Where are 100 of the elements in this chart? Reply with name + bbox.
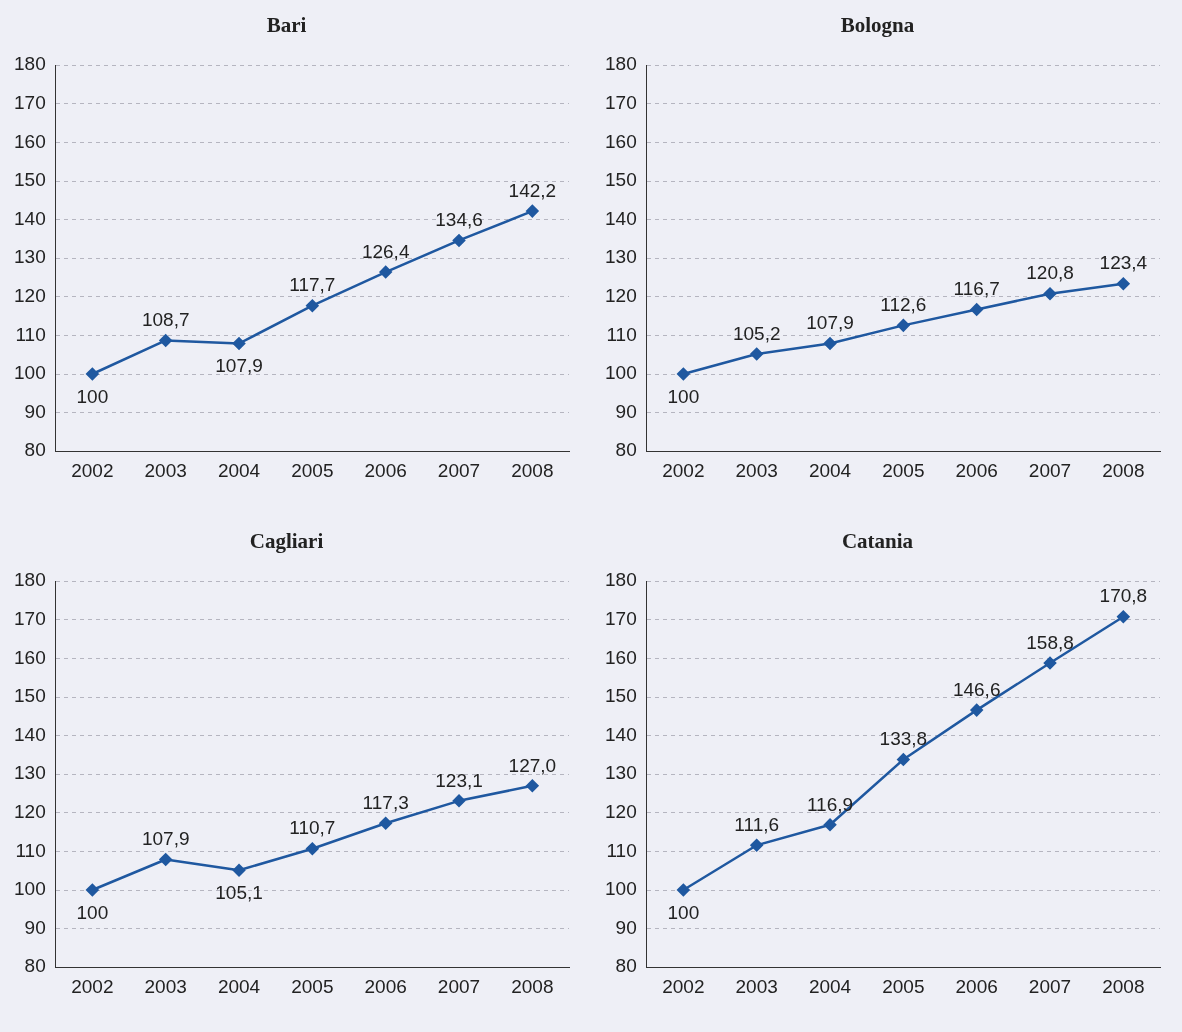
x-tick-label: 2005 <box>291 975 334 997</box>
point <box>86 367 99 381</box>
data-label: 100 <box>76 385 109 407</box>
y-tick-label: 140 <box>14 723 46 745</box>
y-tick-label: 120 <box>605 801 637 823</box>
data-label: 133,8 <box>879 728 928 750</box>
x-tick-label: 2006 <box>955 975 998 997</box>
x-tick-label: 2005 <box>882 459 925 481</box>
point <box>306 299 319 312</box>
point <box>232 337 246 350</box>
point <box>1043 287 1057 300</box>
y-tick-label: 110 <box>15 839 46 861</box>
data-label: 100 <box>76 901 109 923</box>
data-label: 142,2 <box>508 179 557 201</box>
y-tick-label: 150 <box>14 169 46 191</box>
data-label: 146,6 <box>952 678 1001 700</box>
y-tick-label: 90 <box>615 400 637 422</box>
x-tick-label: 2007 <box>437 459 481 481</box>
x-tick-label: 2007 <box>1028 459 1072 481</box>
x-tick-label: 2002 <box>662 459 705 481</box>
y-tick-label: 80 <box>615 955 637 977</box>
data-label: 123,4 <box>1099 252 1148 274</box>
y-tick-label: 130 <box>14 762 46 784</box>
point <box>232 864 246 877</box>
data-label: 170,8 <box>1099 585 1148 607</box>
y-tick-label: 80 <box>615 439 637 461</box>
y-tick-label: 100 <box>14 362 46 384</box>
point <box>677 883 690 897</box>
y-tick-label: 170 <box>14 608 46 630</box>
x-tick-label: 2006 <box>955 459 998 481</box>
x-tick-label: 2006 <box>364 459 407 481</box>
data-label: 123,1 <box>435 769 483 791</box>
point <box>1117 277 1130 290</box>
x-tick-label: 2008 <box>1102 975 1145 997</box>
chart-title: Catania <box>841 529 914 554</box>
y-tick-label: 100 <box>605 362 637 384</box>
x-tick-label: 2002 <box>71 459 114 481</box>
y-tick-label: 160 <box>14 130 46 152</box>
data-label: 105,2 <box>732 322 781 344</box>
x-tick-label: 2003 <box>735 975 778 997</box>
x-tick-label: 2004 <box>808 459 852 481</box>
chart-title: Cagliari <box>249 529 324 554</box>
point <box>86 883 99 897</box>
point <box>1117 610 1130 623</box>
y-tick-label: 180 <box>605 569 637 591</box>
y-tick-label: 80 <box>24 955 46 977</box>
point <box>159 334 172 347</box>
y-tick-label: 140 <box>605 723 637 745</box>
point <box>452 234 466 247</box>
point <box>897 319 910 332</box>
data-label: 100 <box>667 385 700 407</box>
point <box>750 347 763 361</box>
y-tick-label: 160 <box>14 646 46 668</box>
data-label: 158,8 <box>1026 631 1074 653</box>
x-tick-label: 2004 <box>217 975 261 997</box>
x-tick-label: 2003 <box>144 459 187 481</box>
y-tick-label: 160 <box>605 130 637 152</box>
x-tick-label: 2008 <box>1102 459 1145 481</box>
data-label: 134,6 <box>435 209 483 231</box>
x-tick-label: 2007 <box>437 975 481 997</box>
y-tick-label: 90 <box>24 916 46 938</box>
y-tick-label: 150 <box>14 685 46 707</box>
point <box>897 753 910 766</box>
point <box>750 838 763 852</box>
y-tick-label: 110 <box>15 323 46 345</box>
x-tick-label: 2002 <box>71 975 114 997</box>
x-tick-label: 2005 <box>882 975 925 997</box>
y-tick-label: 140 <box>14 207 46 229</box>
y-tick-label: 170 <box>605 608 637 630</box>
y-tick-label: 120 <box>14 801 46 823</box>
y-tick-label: 100 <box>605 878 637 900</box>
y-tick-label: 90 <box>24 400 46 422</box>
point <box>379 265 392 279</box>
chart-title: Bari <box>266 13 307 38</box>
y-tick-label: 130 <box>605 762 637 784</box>
data-label: 112,6 <box>880 294 927 316</box>
point <box>526 779 539 793</box>
y-tick-label: 130 <box>605 246 637 268</box>
point <box>823 818 837 832</box>
x-tick-label: 2006 <box>364 975 407 997</box>
y-tick-label: 120 <box>605 285 637 307</box>
point <box>677 367 690 381</box>
data-label: 105,1 <box>215 882 263 904</box>
point <box>526 204 539 218</box>
x-tick-label: 2004 <box>808 975 852 997</box>
data-label: 108,7 <box>141 309 190 331</box>
y-tick-label: 180 <box>14 569 46 591</box>
data-label: 126,4 <box>361 240 410 262</box>
data-label: 107,9 <box>215 355 263 377</box>
data-label: 116,9 <box>806 793 854 815</box>
data-label: 107,9 <box>141 828 190 850</box>
x-tick-label: 2008 <box>511 975 554 997</box>
data-label: 100 <box>667 901 700 923</box>
x-tick-label: 2005 <box>291 459 334 481</box>
y-tick-label: 140 <box>605 207 637 229</box>
data-label: 116,7 <box>953 278 1000 300</box>
data-label: 120,8 <box>1026 262 1074 284</box>
y-tick-label: 100 <box>14 878 46 900</box>
x-tick-label: 2007 <box>1028 975 1072 997</box>
y-tick-label: 150 <box>605 685 637 707</box>
